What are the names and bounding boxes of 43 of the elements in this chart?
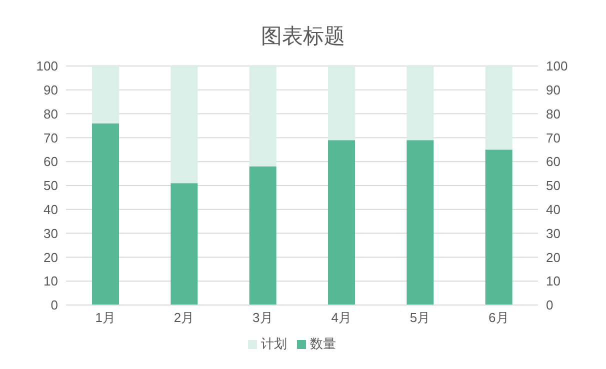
y2-tick-label: 10	[546, 274, 560, 289]
x-tick-label: 3月	[252, 310, 273, 326]
y2-tick-label: 50	[546, 178, 560, 194]
bar	[170, 66, 198, 184]
x-tick-label: 2月	[174, 310, 194, 326]
bar	[406, 66, 434, 140]
bar	[485, 150, 512, 305]
y-tick-label: 60	[44, 154, 58, 170]
x-tick-label: 5月	[410, 310, 430, 326]
x-tick-label: 4月	[331, 310, 352, 326]
legend-label: 计划	[261, 336, 287, 351]
y2-tick-label: 80	[546, 106, 560, 122]
legend-label: 数量	[310, 336, 336, 351]
y2-tick-label: 100	[546, 58, 568, 74]
bar	[328, 140, 355, 305]
bar	[406, 140, 434, 305]
y-tick-label: 50	[44, 178, 58, 194]
y-tick-label: 70	[44, 130, 58, 146]
y2-tick-label: 60	[546, 154, 560, 170]
y-tick-label: 100	[36, 58, 58, 74]
bar	[485, 66, 512, 150]
y2-tick-label: 40	[546, 202, 560, 218]
bar	[249, 66, 276, 166]
y-tick-label: 80	[44, 106, 58, 122]
bar	[328, 66, 355, 140]
x-tick-label: 1月	[95, 310, 116, 326]
chart-title: 图表标题	[260, 24, 346, 50]
y-tick-label: 30	[44, 226, 58, 241]
y2-tick-label: 20	[546, 250, 560, 265]
bar	[92, 66, 119, 124]
bar	[249, 166, 276, 305]
y-tick-label: 90	[44, 82, 58, 98]
x-tick-label: 6月	[488, 310, 509, 326]
y2-tick-label: 30	[546, 226, 560, 241]
y-tick-label: 10	[44, 274, 58, 289]
y-tick-label: 0	[50, 298, 58, 313]
bar	[170, 183, 198, 305]
bar	[92, 123, 119, 305]
y2-tick-label: 90	[546, 82, 560, 98]
y-tick-label: 40	[44, 202, 58, 218]
y2-tick-label: 70	[546, 130, 560, 146]
y2-tick-label: 0	[546, 298, 554, 313]
y-tick-label: 20	[44, 250, 58, 265]
